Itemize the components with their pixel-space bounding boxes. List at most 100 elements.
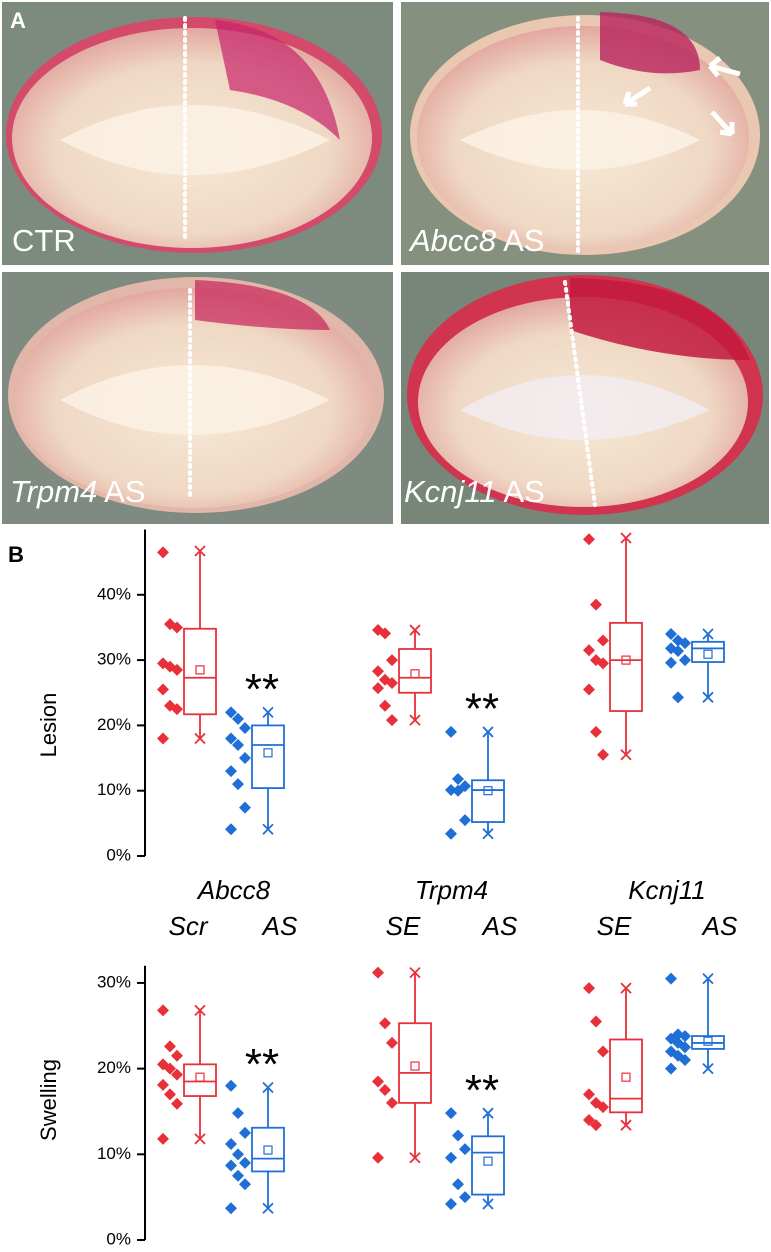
whisker-cap [482,828,494,840]
condition-label: AS [481,911,518,941]
data-point [372,665,384,678]
data-point [239,722,251,735]
data-point [679,654,691,667]
image-label: Abcc8 AS [408,223,544,258]
data-point [597,657,609,670]
box [609,621,643,712]
group-label: Trpm4 [415,875,488,905]
whisker-cap [620,982,632,994]
data-point [239,1126,251,1139]
image-label: CTR [12,223,76,258]
y-tick-label: 10% [97,1144,131,1163]
whisker-cap [194,1133,206,1145]
data-point [665,627,677,640]
label-suffix: AS [503,223,544,258]
mean [410,1061,420,1071]
whisker-cap [409,714,421,726]
data-point [445,1198,457,1211]
data-point [372,682,384,695]
mean [195,1072,205,1082]
gene-name: Kcnj11 [404,474,497,509]
whisker-cap [482,1198,494,1210]
mean [703,1036,713,1046]
data-point [583,683,595,696]
data-point [372,966,384,979]
data-point [459,1191,471,1204]
data-point [386,654,398,667]
data-point [157,546,169,559]
image-label: Trpm4 AS [10,474,146,509]
data-point [452,1129,464,1142]
y-tick-label: 0% [106,1229,131,1248]
significance: ** [245,665,279,714]
y-tick-label: 0% [106,845,131,864]
data-point [386,1036,398,1049]
data-point [232,778,244,791]
whisker-cap [262,823,274,835]
data-point [672,644,684,657]
data-point [459,814,471,827]
data-point [665,656,677,669]
mean [263,748,273,758]
significance: ** [465,1066,499,1115]
data-point [597,1101,609,1114]
data-point [225,732,237,745]
data-point [164,1040,176,1053]
data-point [157,1078,169,1091]
data-point [583,982,595,995]
label-suffix: AS [503,474,544,509]
data-point [597,748,609,761]
data-point [372,1075,384,1088]
data-point [597,1045,609,1058]
box [183,1063,217,1097]
whisker-cap [620,532,632,544]
y-tick-label: 20% [97,715,131,734]
data-point [225,706,237,719]
data-point [459,1143,471,1156]
significance: ** [465,685,499,734]
mean [621,1072,631,1082]
box [251,1126,285,1173]
whisker-cap [262,1081,274,1094]
data-point [157,683,169,696]
data-point [379,699,391,712]
y-axis-label: Swelling [36,1059,61,1141]
data-point [583,644,595,657]
y-tick-label: 30% [97,650,131,669]
data-point [164,1088,176,1101]
brain-image [401,272,769,524]
box [471,779,505,823]
data-point [157,1004,169,1017]
box [691,640,725,663]
mean [410,669,420,679]
mean [621,655,631,665]
whisker-cap [702,628,714,640]
data-point [225,765,237,778]
data-point [171,703,183,716]
data-point [379,1084,391,1097]
data-point [225,1159,237,1172]
data-point [445,827,457,840]
data-point [239,801,251,814]
data-point [232,738,244,751]
whisker-cap [262,1202,274,1214]
y-tick-label: 30% [97,972,131,991]
data-point [445,725,457,738]
whisker-cap [702,973,714,985]
box [609,1038,643,1114]
data-point [225,823,237,836]
whisker-cap [194,1004,206,1016]
data-point [679,1030,691,1043]
data-point [386,714,398,727]
y-tick-label: 20% [97,1058,131,1077]
data-point [590,725,602,738]
panel-label: B [8,542,24,567]
data-point [164,1062,176,1075]
box [251,724,285,789]
data-point [386,1096,398,1109]
mean [703,649,713,659]
data-point [232,1148,244,1161]
mean [195,665,205,675]
whisker-cap [620,749,632,761]
